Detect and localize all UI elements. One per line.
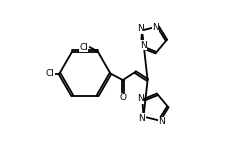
- Text: Cl: Cl: [79, 43, 88, 52]
- Text: O: O: [119, 93, 126, 102]
- Text: N: N: [152, 23, 159, 32]
- Text: N: N: [140, 41, 146, 50]
- Text: N: N: [137, 24, 144, 33]
- Text: Cl: Cl: [45, 69, 54, 78]
- Text: N: N: [158, 117, 165, 126]
- Text: N: N: [137, 94, 144, 103]
- Text: N: N: [139, 114, 145, 123]
